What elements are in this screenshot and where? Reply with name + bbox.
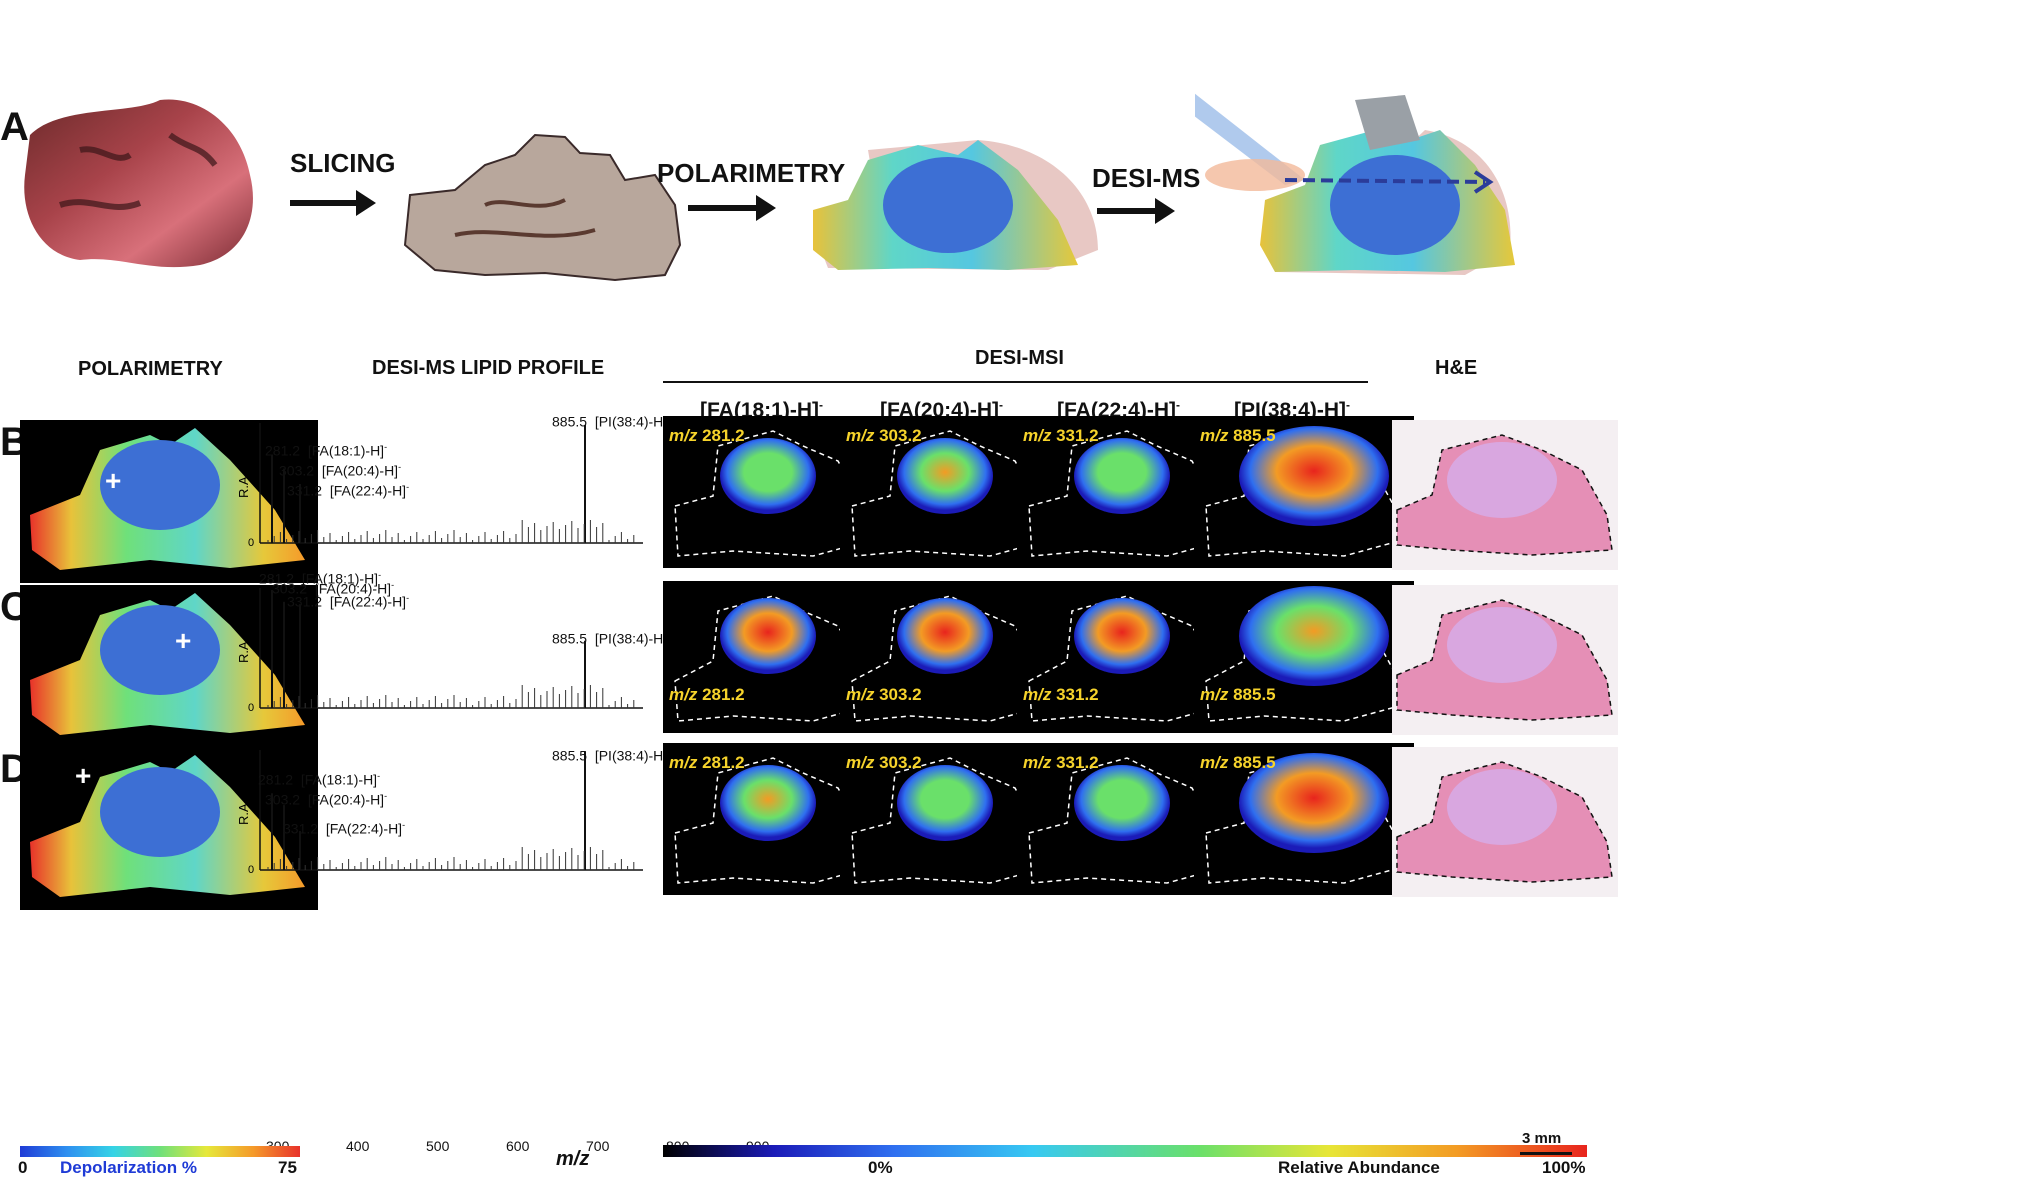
peak-label: 303.2 [FA(20:4)-H]- bbox=[265, 791, 388, 808]
peak-label: 281.2 [FA(18:1)-H]- bbox=[265, 442, 388, 459]
tissue-slice-image bbox=[403, 133, 682, 282]
mz-label: m/z 281.2 bbox=[669, 685, 745, 704]
msi-image bbox=[1194, 743, 1414, 895]
depol-max: 75 bbox=[278, 1158, 297, 1177]
mz-label: m/z 885.5 bbox=[1200, 685, 1276, 704]
mz-label: m/z 281.2 bbox=[669, 753, 745, 772]
x-tick-700: 700 bbox=[586, 1138, 610, 1154]
step-label-desi-ms: DESI-MS bbox=[1092, 163, 1201, 193]
mz-label: m/z 331.2 bbox=[1023, 685, 1099, 704]
polarimetry-image: + bbox=[20, 747, 318, 910]
mz-label: m/z 331.2 bbox=[1023, 753, 1099, 772]
header-desi-msi: DESI-MSI bbox=[975, 347, 1064, 369]
depol-min: 0 bbox=[18, 1158, 28, 1177]
header-lipid-profile: DESI-MS LIPID PROFILE bbox=[372, 357, 605, 379]
peak-label: 331.2 [FA(22:4)-H]- bbox=[287, 482, 410, 499]
step-label-slicing: SLICING bbox=[290, 148, 396, 178]
mz-label: m/z 303.2 bbox=[846, 685, 922, 704]
ms-spectrum: R.A. 100 0 bbox=[238, 421, 643, 549]
x-tick-500: 500 bbox=[426, 1138, 450, 1154]
step-arrow-3 bbox=[1097, 198, 1175, 224]
peak-label: 885.5 [PI(38:4)-H]- bbox=[552, 413, 670, 430]
he-stain-image bbox=[1392, 420, 1618, 570]
msi-image bbox=[1194, 416, 1414, 568]
ms-spectrum: R.A. 100 0 bbox=[238, 748, 643, 876]
mz-label: m/z 281.2 bbox=[669, 426, 745, 445]
mz-label: m/z 331.2 bbox=[1023, 426, 1099, 445]
peak-label: 331.2 [FA(22:4)-H]- bbox=[283, 820, 406, 837]
header-polarimetry: POLARIMETRY bbox=[78, 358, 223, 380]
svg-text:R.A.: R.A. bbox=[238, 473, 251, 498]
x-tick-400: 400 bbox=[346, 1138, 370, 1154]
peak-label: 303.2 [FA(20:4)-H]- bbox=[272, 580, 395, 597]
he-stain-image bbox=[1392, 747, 1618, 897]
mz-label: m/z 303.2 bbox=[846, 753, 922, 772]
mz-label: m/z 885.5 bbox=[1200, 426, 1276, 445]
svg-text:0: 0 bbox=[248, 702, 254, 714]
panel-letter-a: A bbox=[0, 105, 29, 149]
peak-label: 885.5 [PI(38:4)-H]- bbox=[552, 630, 670, 647]
abund-min: 0% bbox=[868, 1158, 893, 1177]
abundance-colorbar bbox=[663, 1145, 1587, 1157]
msi-image bbox=[1194, 581, 1414, 733]
header-he: H&E bbox=[1435, 357, 1478, 379]
svg-text:100: 100 bbox=[240, 586, 258, 598]
scale-bar-label: 3 mm bbox=[1522, 1130, 1562, 1147]
peak-label: 303.2 [FA(20:4)-H]- bbox=[279, 462, 402, 479]
svg-text:100: 100 bbox=[240, 421, 258, 433]
svg-text:100: 100 bbox=[240, 748, 258, 760]
peak-label: 331.2 [FA(22:4)-H]- bbox=[287, 593, 410, 610]
x-axis-label-mz: m/z bbox=[556, 1148, 590, 1170]
x-tick-600: 600 bbox=[506, 1138, 530, 1154]
depolarization-colorbar bbox=[20, 1146, 300, 1157]
peak-label: 281.2 [FA(18:1)-H]- bbox=[258, 771, 381, 788]
abund-label: Relative Abundance bbox=[1278, 1158, 1440, 1177]
step-label-polarimetry: POLARIMETRY bbox=[657, 158, 846, 188]
step-arrow-1 bbox=[290, 190, 376, 216]
svg-text:0: 0 bbox=[248, 537, 254, 549]
polarimetry-slice-image bbox=[813, 140, 1098, 270]
mz-label: m/z 885.5 bbox=[1200, 753, 1276, 772]
svg-text:0: 0 bbox=[248, 864, 254, 876]
ms-spectrum: R.A. 100 0 bbox=[238, 586, 643, 714]
scale-bar bbox=[1520, 1152, 1572, 1155]
raw-tissue-image bbox=[24, 99, 253, 268]
mz-label: m/z 303.2 bbox=[846, 426, 922, 445]
desi-msi-header-rule bbox=[663, 381, 1368, 383]
svg-text:R.A.: R.A. bbox=[238, 800, 251, 825]
depol-label: Depolarization % bbox=[60, 1158, 197, 1177]
he-stain-image bbox=[1392, 585, 1618, 735]
polarimetry-image: + bbox=[20, 585, 318, 748]
svg-text:+: + bbox=[175, 625, 191, 656]
desi-ms-setup-image bbox=[1195, 93, 1515, 275]
peak-label: 885.5 [PI(38:4)-H]- bbox=[552, 747, 670, 764]
step-arrow-2 bbox=[688, 195, 776, 221]
svg-text:R.A.: R.A. bbox=[238, 638, 251, 663]
abund-max: 100% bbox=[1542, 1158, 1586, 1177]
svg-text:+: + bbox=[75, 760, 91, 791]
peak-label: 281.2 [FA(18:1)-H]- bbox=[259, 570, 382, 587]
polarimetry-image: + bbox=[20, 420, 318, 583]
svg-text:+: + bbox=[105, 465, 121, 496]
